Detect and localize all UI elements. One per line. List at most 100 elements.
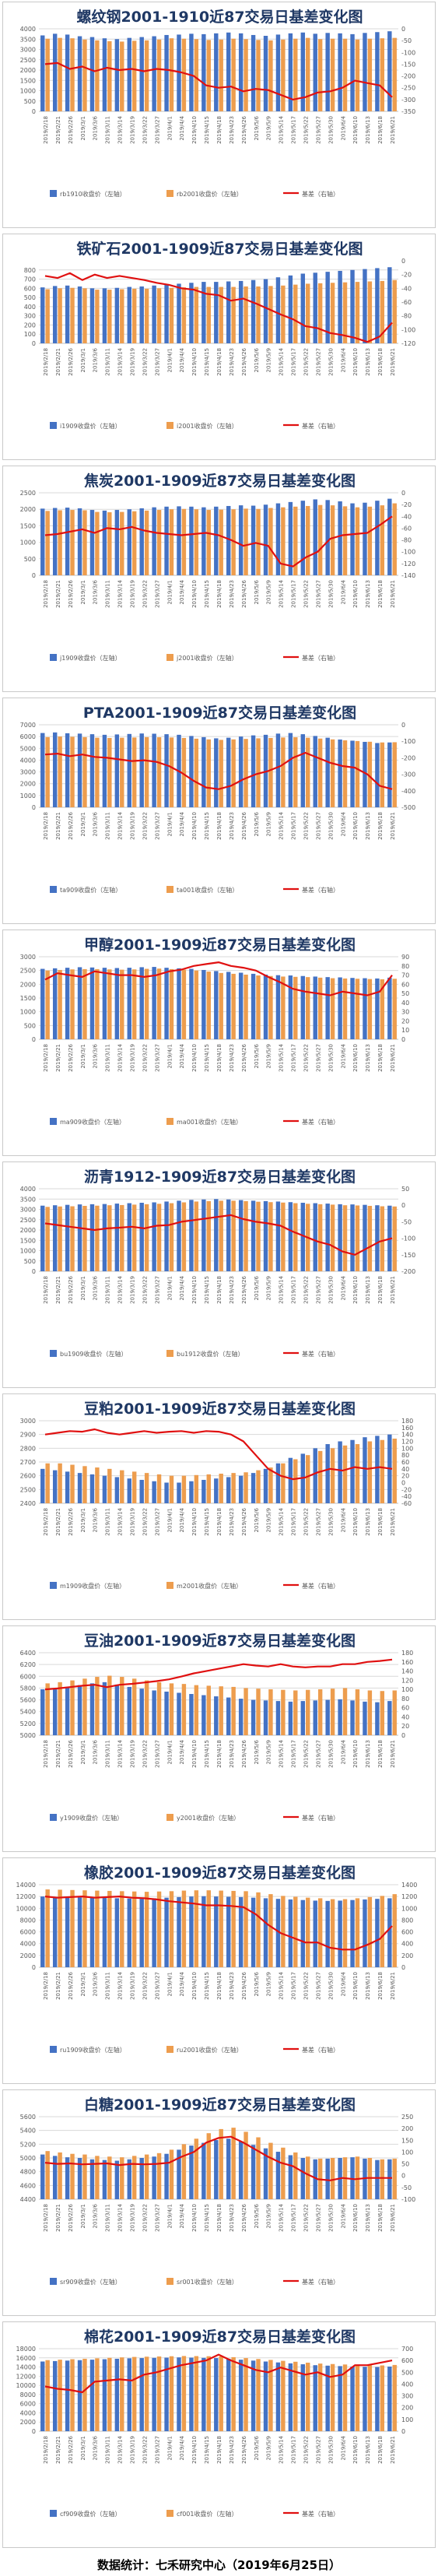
bar-next (194, 509, 199, 575)
y-tick-label-left: 10000 (16, 1905, 36, 1912)
x-tick-label: 2019/6/10 (352, 812, 359, 840)
x-tick-label: 2019/6/21 (390, 2436, 396, 2464)
x-tick-label: 2019/3/6 (93, 2435, 99, 2460)
bar-next (95, 1890, 100, 1967)
bar-next (306, 37, 310, 111)
bar-main (89, 2159, 95, 2199)
bar-main (189, 2145, 194, 2199)
bar-main (65, 968, 70, 1039)
y-tick-label-right: 180 (401, 1418, 413, 1425)
x-tick-label: 2019/2/26 (68, 1507, 74, 1535)
y-tick-label-right: 600 (401, 2357, 413, 2364)
x-tick-label: 2019/2/18 (43, 1044, 49, 1072)
bar-next (330, 2363, 335, 2431)
bar-main (189, 1200, 194, 1271)
x-tick-label: 2019/3/1 (80, 2204, 86, 2228)
x-tick-label: 2019/3/6 (93, 1971, 99, 1996)
x-tick-label: 2019/5/6 (254, 2435, 260, 2460)
bar-next (70, 287, 75, 343)
x-tick-label: 2019/5/17 (291, 580, 297, 608)
bar-main (139, 1479, 144, 1503)
bar-next (392, 1206, 397, 1271)
bar-next (169, 38, 174, 111)
x-tick-label: 2019/2/21 (55, 116, 61, 144)
x-tick-label: 2019/4/26 (241, 115, 247, 143)
x-tick-label: 2019/2/21 (55, 1740, 61, 1768)
bar-next (45, 289, 50, 343)
bar-next (120, 969, 124, 1039)
y-tick-label-left: 3000 (20, 1418, 36, 1425)
bar-next (45, 1889, 50, 1967)
basis-line (44, 1214, 393, 1256)
y-tick-label-left: 2000 (20, 506, 36, 513)
y-tick-label-right: 200 (401, 2125, 413, 2132)
bar-main (164, 1691, 169, 1735)
bar-next (392, 2364, 397, 2431)
bar-main (40, 2361, 45, 2431)
x-tick-label: 2019/6/13 (365, 1044, 371, 1072)
bar-next (380, 742, 385, 807)
y-tick-label-left: 7000 (20, 722, 36, 729)
y-tick-label-left: 0 (32, 804, 36, 811)
bar-next (244, 1200, 248, 1271)
bar-next (181, 969, 187, 1039)
bar-main (338, 270, 342, 343)
y-tick-label-right: -120 (401, 561, 415, 568)
x-tick-label: 2019/2/21 (55, 2436, 61, 2464)
bar-next (380, 2365, 385, 2431)
x-tick-label: 2019/3/27 (154, 348, 160, 376)
bar-main (263, 1200, 268, 1271)
bar-main (338, 739, 342, 807)
bar-next (380, 979, 385, 1039)
bar-main (300, 2158, 306, 2199)
y-tick-label-left: 3000 (20, 1207, 36, 1214)
x-tick-label: 2019/2/18 (43, 2204, 49, 2232)
bar-main (238, 505, 244, 575)
x-tick-label: 2019/4/1 (166, 1740, 173, 1764)
x-tick-label: 2019/5/17 (291, 2204, 297, 2232)
bar-main (288, 1202, 293, 1271)
x-tick-label: 2019/6/18 (377, 580, 384, 608)
x-tick-label: 2019/6/10 (352, 348, 359, 376)
bar-next (231, 973, 236, 1039)
bar-main (214, 1199, 219, 1271)
x-tick-label: 2019/3/14 (117, 1971, 124, 1999)
x-tick-label: 2019/3/11 (105, 580, 111, 608)
bar-next (256, 1470, 261, 1503)
x-tick-label: 2019/5/22 (303, 2204, 310, 2232)
x-tick-label: 2019/3/19 (129, 2204, 135, 2232)
x-tick-label: 2019/3/1 (80, 116, 86, 140)
legend-label-main: y1909收盘价（左轴） (60, 1814, 123, 1822)
y-tick-label-right: -300 (401, 771, 415, 778)
x-tick-label: 2019/3/1 (80, 580, 86, 604)
y-tick-label-left: 4400 (20, 2196, 36, 2203)
x-tick-label: 2019/2/21 (55, 812, 61, 840)
y-tick-label-right: 100 (401, 2416, 413, 2423)
x-tick-label: 2019/5/27 (315, 1972, 321, 2000)
x-tick-label: 2019/4/15 (204, 580, 210, 608)
x-tick-label: 2019/3/22 (142, 1972, 148, 2000)
bar-next (45, 736, 50, 807)
y-tick-label-right: 0 (401, 2173, 405, 2180)
y-tick-label-right: 10 (401, 1027, 409, 1034)
bar-next (268, 2360, 273, 2431)
bar-next (156, 2153, 162, 2199)
bar-main (114, 968, 120, 1039)
x-tick-label: 2019/5/30 (328, 812, 334, 840)
bar-next (317, 283, 323, 343)
x-tick-label: 2019/6/4 (340, 2435, 346, 2460)
chart-svg: 0500100015002000250030000102030405060708… (20, 954, 410, 1126)
x-tick-label: 2019/6/13 (365, 1508, 371, 1536)
bar-next (58, 510, 62, 575)
bar-next (306, 283, 310, 343)
bar-main (164, 1897, 169, 1967)
bar-main (89, 288, 95, 343)
x-tick-label: 2019/5/22 (303, 116, 310, 144)
bar-main (363, 502, 367, 575)
bar-main (251, 279, 256, 343)
x-tick-label: 2019/3/19 (129, 2436, 135, 2464)
legend-label-basis: 基差（右轴） (302, 2278, 339, 2286)
x-tick-label: 2019/2/18 (43, 580, 49, 608)
x-tick-label: 2019/5/17 (291, 116, 297, 144)
bar-next (58, 288, 62, 343)
